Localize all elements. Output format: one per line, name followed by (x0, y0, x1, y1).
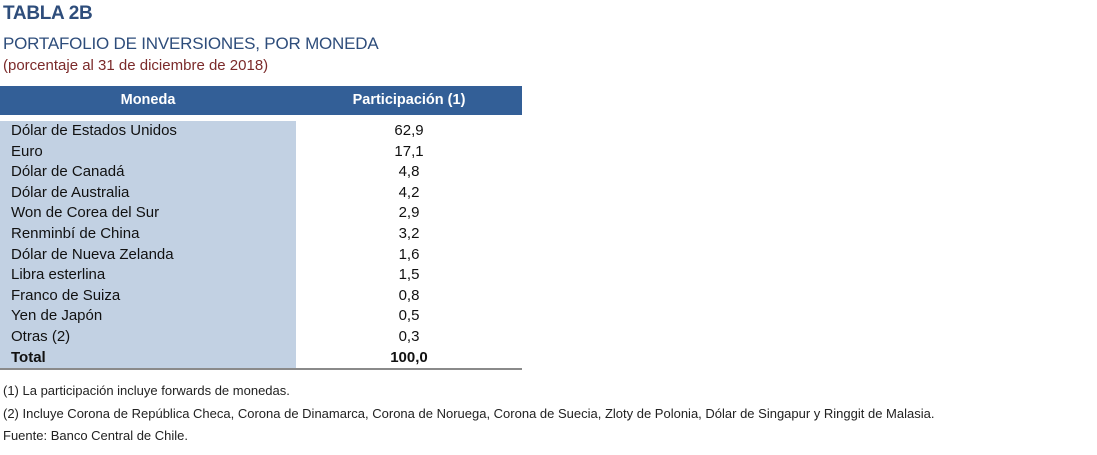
table-bottom-rule (0, 368, 522, 371)
currency-name: Euro (11, 142, 43, 160)
total-row: Total 100,0 (0, 348, 522, 369)
table-row: Otras (2) 0,3 (0, 327, 522, 348)
table-title: TABLA 2B (3, 3, 93, 24)
table-unit-caption: (porcentaje al 31 de diciembre de 2018) (3, 57, 269, 74)
currency-name: Dólar de Nueva Zelanda (11, 245, 174, 263)
footnote-1: (1) La participación incluye forwards de… (3, 383, 290, 398)
currency-name: Libra esterlina (11, 266, 106, 284)
currency-name: Yen de Japón (11, 307, 103, 325)
table-row: Dólar de Estados Unidos 62,9 (0, 121, 522, 142)
currency-column-shading (0, 121, 296, 369)
table-row: Euro 17,1 (0, 142, 522, 163)
currency-name: Renminbí de China (11, 224, 140, 242)
participation-value: 0,8 (398, 286, 420, 304)
table-row: Renminbí de China 3,2 (0, 224, 522, 245)
table-body: Dólar de Estados Unidos 62,9 Euro 17,1 Dólar… (0, 121, 522, 369)
table-row: Won de Corea del Sur 2,9 (0, 203, 522, 224)
participation-value: 1,5 (398, 266, 420, 284)
total-label: Total (11, 348, 46, 366)
participation-value: 3,2 (398, 224, 420, 242)
header-moneda: Moneda (120, 92, 176, 108)
table-row: Dólar de Nueva Zelanda 1,6 (0, 245, 522, 266)
currency-name: Won de Corea del Sur (11, 204, 160, 222)
participation-value: 62,9 (394, 122, 424, 139)
table-row: Dólar de Australia 4,2 (0, 183, 522, 204)
header-participacion: Participación (1) (352, 92, 466, 108)
participation-value: 2,9 (398, 204, 420, 222)
table-subtitle: PORTAFOLIO DE INVERSIONES, POR MONEDA (3, 34, 379, 53)
table-row: Franco de Suiza 0,8 (0, 286, 522, 307)
participation-value: 0,3 (398, 327, 420, 345)
table-row: Libra esterlina 1,5 (0, 265, 522, 286)
participation-value: 1,6 (398, 245, 420, 263)
currency-table: Moneda Participación (1) Dólar de Estado… (0, 86, 522, 371)
participation-value: 4,8 (398, 163, 420, 181)
currency-name: Dólar de Canadá (11, 163, 125, 181)
footnote-2: (2) Incluye Corona de República Checa, C… (3, 405, 935, 421)
currency-name: Dólar de Australia (11, 183, 130, 201)
currency-name: Dólar de Estados Unidos (11, 122, 177, 139)
table-header: Moneda Participación (1) (0, 86, 522, 115)
total-value: 100,0 (390, 348, 428, 366)
source-note: Fuente: Banco Central de Chile. (3, 428, 188, 443)
currency-name: Franco de Suiza (11, 286, 121, 304)
table-row: Yen de Japón 0,5 (0, 306, 522, 327)
participation-value: 0,5 (398, 307, 420, 325)
participation-value: 17,1 (394, 142, 424, 160)
participation-value: 4,2 (398, 183, 420, 201)
currency-name: Otras (2) (11, 327, 71, 345)
footnotes: (1) La participación incluye forwards de… (3, 383, 934, 451)
table-row: Dólar de Canadá 4,8 (0, 162, 522, 183)
